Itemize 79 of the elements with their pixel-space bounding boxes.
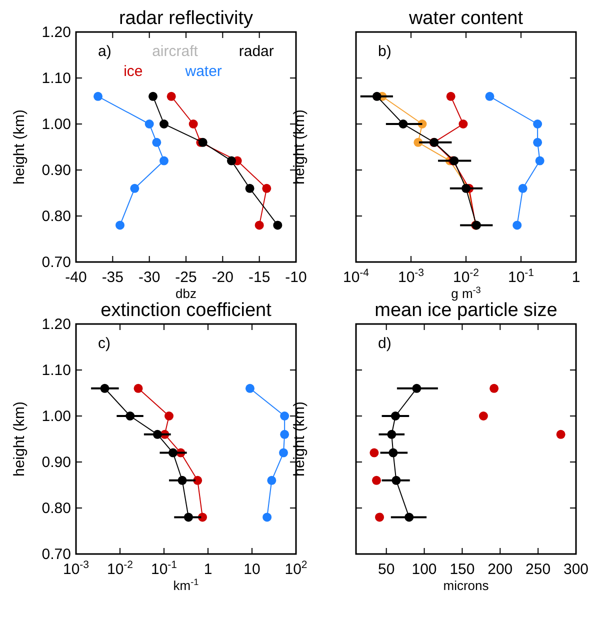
chart-title: extinction coefficient [100,300,272,321]
x-tick-label: 10$^{-2}$ [452,267,480,286]
point [273,220,282,230]
point [116,220,124,230]
x-tick-label: -25 [175,269,197,286]
text: water [184,63,222,80]
point [375,512,384,522]
x-tick-label: 10$^{2}$ [284,559,308,578]
annotation: b) [378,43,392,60]
point [556,430,566,439]
point [490,384,499,393]
y-axis-title: height (km) [11,401,28,477]
point [392,476,401,485]
x-tick-label: -15 [248,269,270,286]
x-axis-title: dbz [176,286,196,301]
x-tick-label: 10$^{-2}$ [106,559,134,578]
x-tick-label: 200 [488,561,513,578]
x-tick-label: 1 [204,561,212,578]
point [404,512,414,522]
x-tick-label: -10 [285,269,307,286]
y-tick-label: 1.00 [42,408,71,425]
point [94,92,102,101]
point [387,430,396,439]
point [166,92,176,101]
point [478,412,488,420]
x-axis-title: g m$^{-3}$ [451,285,481,301]
x-tick-label: 10$^{-1}$ [150,559,178,578]
point [254,220,264,230]
annotation: d) [378,335,392,352]
point [390,412,400,420]
point [188,120,198,128]
point [262,184,272,193]
x-tick-label: 10$^{-1}$ [508,267,534,286]
point [372,476,381,485]
y-tick-label: 1.10 [42,70,71,87]
x-tick-label: 10 [244,561,260,578]
point [226,156,236,166]
y-tick-label: 0.80 [42,208,71,225]
x-tick-label: 250 [526,561,551,578]
x-tick-label: 300 [563,561,589,578]
x-tick-label: -35 [102,269,124,286]
point [160,120,168,128]
annotation: c) [98,335,110,352]
y-tick-label: 0.70 [42,254,71,271]
x-tick-label: 100 [412,561,437,578]
point [388,448,398,458]
series-label: ice [124,63,143,80]
legend-label: radar [238,43,274,60]
x-tick-label: 10$^{-4}$ [342,267,370,286]
y-tick-label: 0.90 [42,162,71,179]
chart-title: radar reflectivity [118,8,254,29]
point [245,184,254,193]
point [152,138,162,147]
y-tick-label: 1.10 [42,362,71,379]
x-tick-label: 10$^{-3}$ [398,267,424,286]
y-axis-title: height (km) [11,109,28,185]
x-tick-label: -30 [138,269,160,286]
point [148,92,158,101]
point [160,156,168,166]
y-tick-label: 1.20 [42,24,71,41]
x-axis-title: microns [443,578,490,593]
point [144,120,154,128]
annotation: aircraft [152,43,199,60]
chart-title: mean ice particle size [374,300,558,321]
x-tick-label: 150 [450,561,475,578]
annotation: a) [98,43,112,60]
x-tick-label: 50 [378,561,395,578]
chart-title: water content [408,8,524,29]
point [412,384,422,393]
y-tick-label: 1.00 [42,116,71,133]
point [130,184,140,193]
x-tick-label: -40 [65,269,87,286]
x-tick-label: 1 [572,269,580,286]
x-axis-title: km$^{-1}$ [173,577,199,593]
point [370,448,379,458]
x-tick-label: -20 [212,269,234,286]
y-tick-label: 0.80 [42,500,71,517]
y-tick-label: 0.90 [42,454,71,471]
y-tick-label: 1.20 [42,316,71,333]
